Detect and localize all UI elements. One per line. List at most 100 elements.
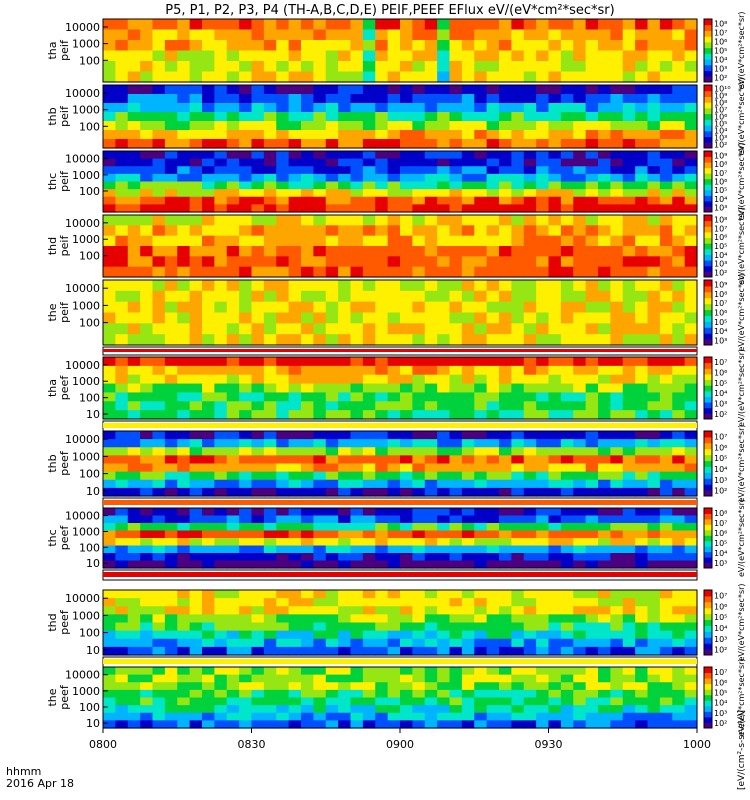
heatmap-cell — [659, 606, 673, 615]
heatmap-cell — [301, 256, 314, 268]
heatmap-cell — [400, 151, 413, 160]
heatmap-cell — [610, 622, 624, 632]
heatmap-cell — [226, 196, 240, 205]
heatmap-cell — [189, 173, 203, 183]
heatmap-cell — [115, 689, 129, 699]
heatmap-cell — [375, 447, 389, 456]
heatmap-cell — [288, 447, 302, 456]
colorbar-segment — [704, 631, 712, 638]
heatmap-cell — [610, 158, 624, 167]
colorbar-segment — [704, 385, 712, 392]
heatmap-cell — [523, 523, 537, 532]
heatmap-cell — [140, 189, 154, 198]
heatmap-cell — [659, 598, 673, 607]
heatmap-cell — [387, 103, 401, 113]
heatmap-cell — [263, 85, 277, 95]
heatmap-cell — [659, 166, 673, 175]
heatmap-cell — [437, 94, 451, 104]
heatmap-cell — [523, 196, 537, 205]
heatmap-cell — [313, 523, 327, 532]
heatmap-cell — [301, 121, 314, 131]
x-tick-label: 0900 — [386, 738, 414, 751]
heatmap-cell — [622, 538, 636, 547]
heatmap-cell — [437, 246, 451, 257]
heatmap-cell — [523, 235, 537, 247]
heatmap-cell — [226, 682, 240, 691]
heatmap-cell — [400, 204, 413, 213]
heatmap-cell — [536, 29, 550, 41]
heatmap-cell — [214, 181, 228, 190]
heatmap-cell — [127, 630, 141, 640]
heatmap-cell — [263, 29, 277, 41]
heatmap-cell — [499, 538, 512, 547]
heatmap-cell — [325, 598, 339, 607]
heatmap-cell — [103, 622, 116, 632]
heatmap-cell — [449, 712, 463, 721]
heatmap-cell — [164, 614, 178, 624]
heatmap-cell — [362, 598, 376, 607]
heatmap-cell — [461, 515, 475, 524]
y-axis-label: thd — [46, 613, 59, 631]
heatmap-cell — [239, 266, 253, 278]
heatmap-cell — [474, 196, 488, 205]
heatmap-cell — [437, 447, 451, 456]
heatmap-cell — [276, 61, 290, 73]
heatmap-cell — [449, 515, 463, 524]
heatmap-cell — [672, 530, 686, 539]
colorbar-tick-label: 10⁹ — [714, 92, 727, 101]
heatmap-cell — [301, 19, 314, 31]
heatmap-cell — [499, 139, 512, 149]
colorbar-tick-label: 10⁷ — [714, 519, 727, 528]
heatmap-cell — [424, 383, 438, 394]
heatmap-cell — [585, 638, 599, 648]
heatmap-cell — [684, 705, 698, 714]
heatmap-cell — [263, 61, 277, 73]
heatmap-cell — [164, 523, 178, 532]
heatmap-cell — [412, 545, 426, 554]
heatmap-cell — [560, 606, 574, 615]
heatmap-cell — [288, 256, 302, 268]
heatmap-cell — [276, 410, 290, 420]
heatmap-cell — [400, 29, 413, 41]
heatmap-cell — [635, 646, 649, 656]
heatmap-cell — [152, 487, 166, 497]
heatmap-cell — [214, 61, 228, 73]
heatmap-cell — [437, 705, 451, 714]
heatmap-cell — [375, 560, 389, 569]
heatmap-cell — [301, 166, 314, 175]
heatmap-cell — [499, 410, 512, 420]
heatmap-cell — [523, 246, 537, 257]
heatmap-cell — [313, 139, 327, 149]
heatmap-cell — [226, 667, 240, 676]
heatmap-cell — [338, 246, 352, 257]
heatmap-cell — [251, 19, 265, 31]
heatmap-cell — [424, 410, 438, 420]
heatmap-cell — [672, 560, 686, 569]
colorbar-segment — [704, 689, 712, 696]
heatmap-cell — [350, 312, 364, 324]
heatmap-cell — [140, 523, 154, 532]
heatmap-cell — [152, 455, 166, 465]
heatmap-cell — [548, 487, 562, 497]
heatmap-cell — [251, 720, 265, 729]
heatmap-cell — [127, 71, 141, 83]
heatmap-cell — [560, 638, 574, 648]
heatmap-cell — [152, 266, 166, 278]
heatmap-cell — [560, 189, 574, 198]
heatmap-cell — [214, 431, 228, 440]
heatmap-cell — [548, 479, 562, 489]
heatmap-cell — [424, 235, 438, 247]
heatmap-cell — [511, 166, 525, 175]
heatmap-cell — [449, 334, 463, 346]
heatmap-cell — [189, 290, 203, 303]
heatmap-cell — [276, 471, 290, 481]
heatmap-cell — [325, 682, 339, 691]
heatmap-cell — [127, 19, 141, 31]
heatmap-cell — [239, 94, 253, 104]
heatmap-cell — [610, 545, 624, 554]
heatmap-cell — [362, 173, 376, 183]
heatmap-cell — [412, 471, 426, 481]
heatmap-cell — [325, 705, 339, 714]
heatmap-cell — [635, 357, 649, 367]
heatmap-cell — [152, 463, 166, 473]
